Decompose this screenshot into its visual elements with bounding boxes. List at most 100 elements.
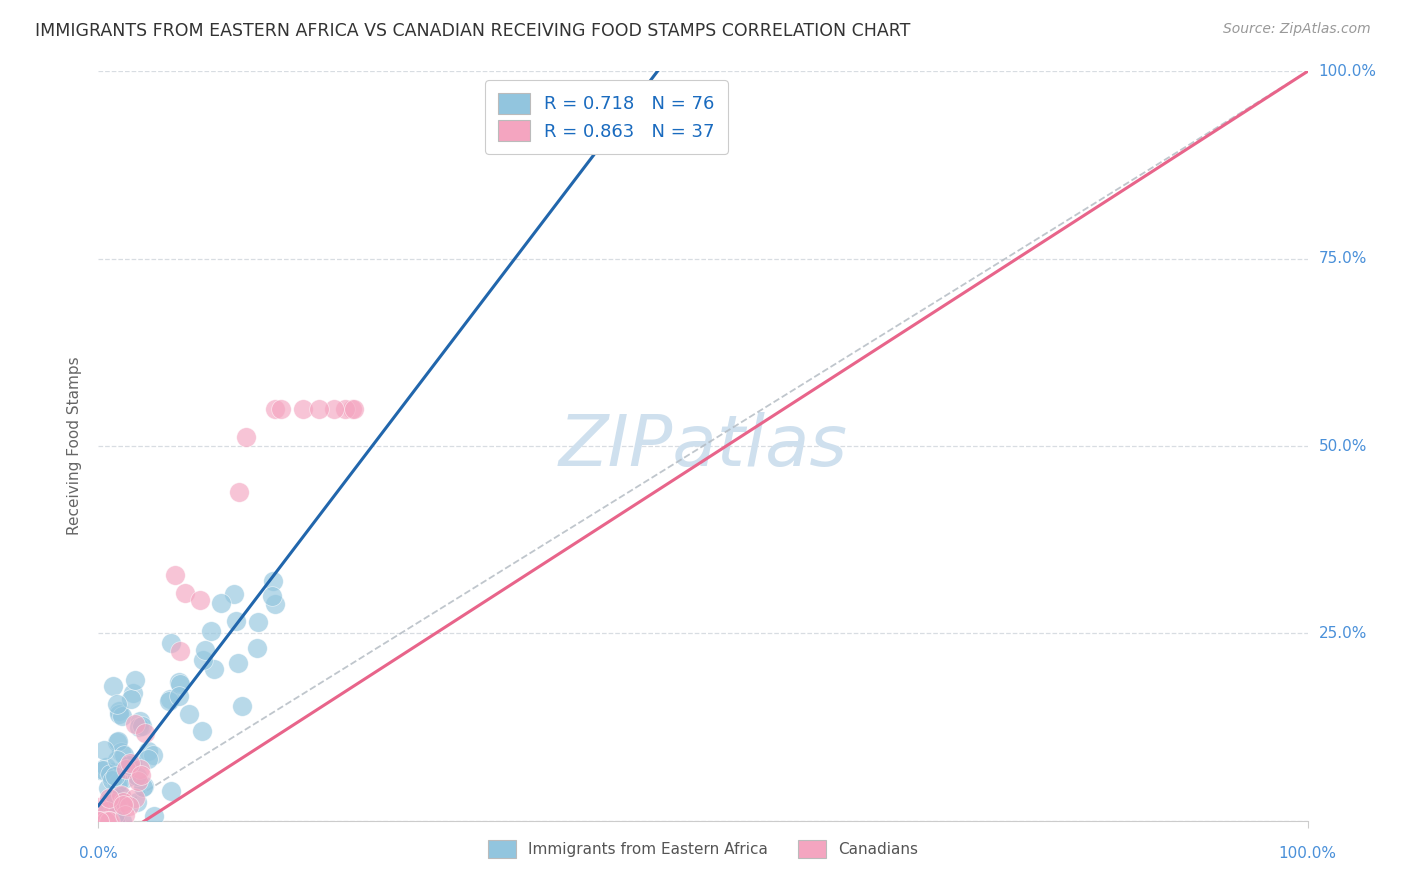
Text: 100.0%: 100.0% bbox=[1278, 846, 1337, 861]
Point bbox=[124, 790, 146, 805]
Point bbox=[97, 781, 120, 796]
Point bbox=[104, 814, 127, 828]
Text: Source: ZipAtlas.com: Source: ZipAtlas.com bbox=[1223, 22, 1371, 37]
Point bbox=[104, 814, 127, 828]
Point bbox=[333, 401, 356, 416]
Point bbox=[191, 724, 214, 739]
Point bbox=[108, 774, 131, 789]
Point bbox=[160, 784, 183, 798]
Text: IMMIGRANTS FROM EASTERN AFRICA VS CANADIAN RECEIVING FOOD STAMPS CORRELATION CHA: IMMIGRANTS FROM EASTERN AFRICA VS CANADI… bbox=[35, 22, 911, 40]
Text: 25.0%: 25.0% bbox=[1319, 626, 1367, 640]
Point bbox=[260, 589, 283, 603]
Point bbox=[231, 699, 253, 714]
Point bbox=[169, 644, 191, 658]
Point bbox=[91, 763, 114, 777]
Point bbox=[114, 808, 136, 822]
Point bbox=[104, 768, 127, 782]
Point bbox=[129, 762, 152, 776]
Point bbox=[263, 597, 285, 611]
Point bbox=[121, 756, 143, 770]
Point bbox=[169, 674, 191, 689]
Point bbox=[105, 698, 128, 712]
Point bbox=[101, 764, 124, 779]
Point bbox=[93, 743, 115, 757]
Point bbox=[177, 707, 200, 722]
Point bbox=[322, 401, 344, 416]
Point bbox=[111, 709, 134, 723]
Point bbox=[101, 679, 124, 693]
Point bbox=[118, 799, 141, 814]
Point bbox=[343, 401, 366, 416]
Point bbox=[142, 809, 165, 823]
Point bbox=[101, 796, 124, 810]
Point bbox=[340, 401, 363, 416]
Point bbox=[134, 779, 156, 793]
Point bbox=[200, 624, 222, 638]
Point bbox=[98, 814, 121, 828]
Point bbox=[101, 773, 124, 788]
Point bbox=[100, 807, 122, 822]
Point bbox=[225, 614, 247, 628]
Point bbox=[136, 744, 159, 758]
Point bbox=[169, 689, 191, 703]
Point bbox=[292, 401, 315, 416]
Point bbox=[89, 814, 111, 828]
Text: ZIPatlas: ZIPatlas bbox=[558, 411, 848, 481]
Legend: Immigrants from Eastern Africa, Canadians: Immigrants from Eastern Africa, Canadian… bbox=[481, 832, 925, 865]
Point bbox=[193, 653, 215, 667]
Point bbox=[107, 777, 129, 791]
Point bbox=[127, 795, 149, 809]
Point bbox=[94, 814, 117, 828]
Point bbox=[125, 769, 148, 783]
Point bbox=[97, 814, 120, 828]
Point bbox=[120, 756, 142, 770]
Point bbox=[127, 773, 149, 788]
Point bbox=[90, 808, 112, 822]
Point bbox=[101, 796, 124, 810]
Point bbox=[226, 656, 249, 670]
Point bbox=[107, 734, 129, 748]
Point bbox=[94, 814, 117, 828]
Text: 75.0%: 75.0% bbox=[1319, 252, 1367, 266]
Text: 0.0%: 0.0% bbox=[79, 846, 118, 861]
Point bbox=[188, 593, 211, 607]
Point bbox=[97, 794, 120, 808]
Point bbox=[118, 758, 141, 772]
Point bbox=[262, 574, 284, 589]
Point bbox=[270, 401, 292, 416]
Point bbox=[124, 673, 146, 687]
Point bbox=[110, 788, 132, 802]
Point bbox=[165, 568, 187, 582]
Point bbox=[111, 814, 134, 828]
Point bbox=[235, 430, 257, 444]
Point bbox=[110, 745, 132, 759]
Point bbox=[112, 795, 135, 809]
Point bbox=[90, 813, 112, 827]
Point bbox=[105, 735, 128, 749]
Point bbox=[142, 748, 165, 763]
Point bbox=[98, 767, 121, 781]
Point bbox=[246, 615, 269, 629]
Point bbox=[115, 772, 138, 786]
Point bbox=[87, 814, 110, 828]
Point bbox=[115, 763, 138, 777]
Point bbox=[129, 714, 152, 728]
Point bbox=[94, 760, 117, 774]
Point bbox=[202, 662, 225, 676]
Point bbox=[89, 763, 111, 777]
Point bbox=[128, 720, 150, 734]
Point bbox=[96, 804, 118, 818]
Point bbox=[169, 677, 191, 691]
Point bbox=[121, 686, 143, 700]
Point bbox=[134, 726, 156, 740]
Point bbox=[112, 747, 135, 762]
Point bbox=[94, 814, 117, 828]
Point bbox=[246, 640, 269, 655]
Point bbox=[98, 790, 121, 805]
Point bbox=[111, 797, 134, 812]
Point bbox=[124, 717, 146, 731]
Point bbox=[89, 800, 111, 814]
Point bbox=[160, 635, 183, 649]
Text: 100.0%: 100.0% bbox=[1319, 64, 1376, 78]
Point bbox=[108, 704, 131, 718]
